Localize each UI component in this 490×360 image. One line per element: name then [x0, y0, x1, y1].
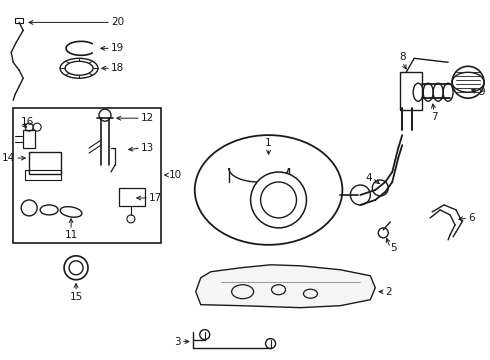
Text: 11: 11	[65, 230, 78, 240]
Text: 1: 1	[265, 138, 272, 148]
Text: 14: 14	[2, 153, 15, 163]
Bar	[400, 72, 422, 110]
Text: 17: 17	[149, 193, 162, 203]
Bar	[23, 130, 35, 148]
Ellipse shape	[195, 135, 343, 245]
Text: 13: 13	[141, 143, 154, 153]
Text: 7: 7	[431, 112, 438, 122]
Bar	[119, 188, 145, 206]
Text: 19: 19	[111, 43, 124, 53]
Bar	[13, 108, 161, 243]
Text: 9: 9	[478, 87, 485, 97]
Text: 12: 12	[141, 113, 154, 123]
Text: 10: 10	[169, 170, 182, 180]
Text: 3: 3	[174, 337, 181, 347]
Text: 2: 2	[385, 287, 392, 297]
Text: 8: 8	[399, 52, 406, 62]
Circle shape	[250, 172, 306, 228]
Text: 16: 16	[21, 117, 34, 127]
Text: 20: 20	[111, 17, 124, 27]
Text: 4: 4	[366, 173, 372, 183]
Polygon shape	[196, 265, 375, 308]
Text: 6: 6	[468, 213, 475, 223]
Bar	[15, 18, 23, 23]
Bar	[25, 170, 61, 180]
Text: 18: 18	[111, 63, 124, 73]
Text: 15: 15	[70, 292, 83, 302]
Circle shape	[261, 182, 296, 218]
Text: 5: 5	[390, 243, 397, 253]
Bar	[29, 152, 61, 174]
